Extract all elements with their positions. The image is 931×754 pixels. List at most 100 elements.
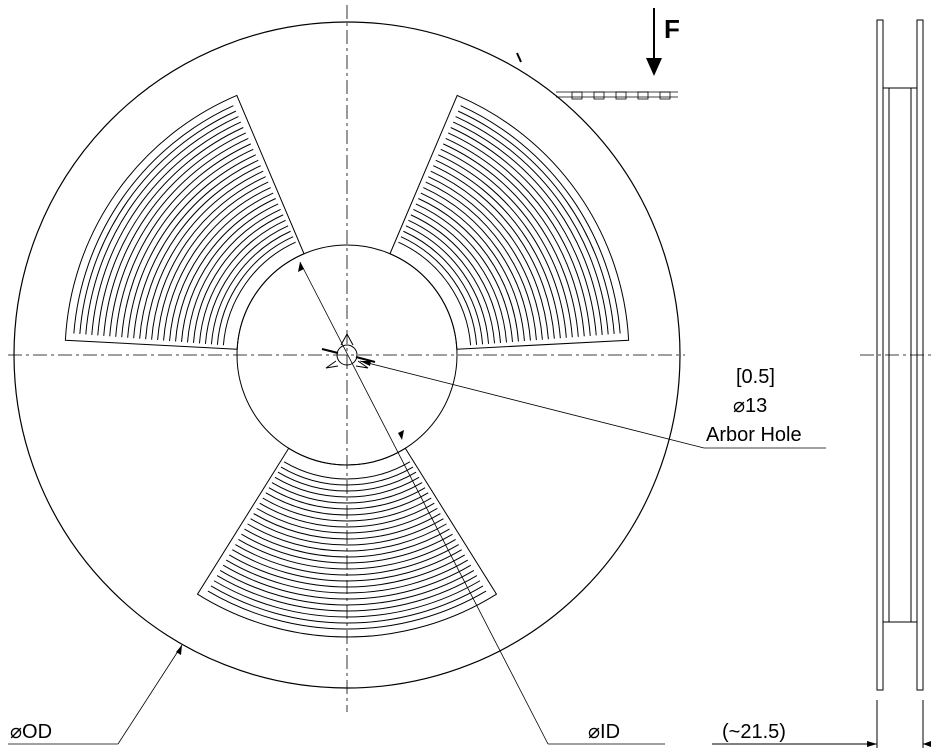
outer-diameter-label: ⌀OD	[10, 721, 52, 743]
id-dimension	[299, 261, 665, 745]
id-arrow-bottom	[398, 430, 404, 440]
window-rib-arc	[163, 187, 271, 341]
window-rib-arc	[232, 549, 462, 582]
window-rib-arc	[428, 176, 543, 340]
window-rib-arc	[85, 116, 239, 335]
arbor-arrow	[360, 361, 371, 366]
window-rib-arc	[91, 121, 242, 335]
window-rib-arc	[204, 225, 289, 344]
reel-windows	[64, 94, 630, 638]
window-outline	[196, 447, 498, 638]
window-rib-arc	[403, 230, 484, 345]
width-arrow-left	[867, 741, 877, 747]
window-rib-arc	[430, 170, 549, 340]
window-rib-arc	[413, 208, 508, 343]
window-rib-arc	[192, 214, 284, 343]
window-rib-arc	[418, 198, 519, 342]
window-rib-arc	[247, 523, 447, 552]
window-rib-arc	[410, 214, 502, 343]
window-rib-arc	[216, 236, 294, 345]
window-rib-arc	[274, 476, 420, 498]
window-rib-arc	[216, 575, 478, 612]
arbor-hole	[321, 332, 376, 369]
force-label: F	[664, 14, 680, 44]
window-rib-arc	[280, 466, 414, 486]
window-rib-arc	[447, 132, 591, 336]
window-rib-arc	[445, 137, 585, 337]
arbor-hole-label: Arbor Hole	[706, 424, 802, 446]
window-rib-arc	[181, 203, 279, 343]
od-dimension	[8, 644, 183, 745]
window-rib-arc	[121, 148, 254, 338]
window-rib-arc	[73, 105, 234, 334]
window-rib-arc	[210, 585, 484, 624]
window-rib-arc	[265, 492, 429, 516]
window-rib-arc	[457, 110, 615, 335]
window-rib-arc	[133, 159, 259, 339]
window-rib-arc	[253, 513, 441, 540]
carrier-tape	[516, 52, 678, 100]
window-rib-arc	[169, 192, 274, 342]
window-rib-arc	[398, 241, 472, 346]
window-rib-arc	[238, 538, 456, 570]
window-rib-arc	[250, 518, 444, 546]
window-rib-arc	[79, 110, 237, 335]
window-rib-arc	[103, 132, 247, 336]
window-rib-arc	[198, 219, 286, 344]
window-rib-arc	[415, 203, 513, 343]
window-rib-arc	[157, 181, 269, 341]
window-rib-arc	[222, 241, 296, 346]
window-rib-arc	[210, 230, 291, 345]
od-arrow	[176, 645, 182, 655]
window-rib-arc	[425, 181, 537, 341]
window-rib-arc	[228, 554, 466, 588]
window-rib-arc	[235, 544, 459, 576]
tolerance-label: [0.5]	[736, 366, 775, 388]
window-rib-arc	[268, 487, 426, 510]
width-label: (~21.5)	[722, 721, 786, 743]
window-rib-arc	[115, 143, 251, 337]
reel-outer-edge	[13, 21, 681, 689]
window-rib-arc	[225, 559, 469, 594]
width-arrow-right	[923, 741, 931, 747]
window-rib-arc	[97, 127, 244, 336]
window-rib-arc	[438, 154, 567, 338]
arbor-diameter-label: ⌀13	[733, 395, 767, 417]
window-rib-arc	[460, 105, 621, 334]
window-rib-arc	[271, 482, 423, 504]
window-rib-arc	[420, 192, 525, 342]
window-rib-arc	[244, 528, 450, 558]
window-rib-arc	[400, 236, 478, 345]
window-rib-arc	[452, 121, 603, 335]
window-rib-arc	[207, 590, 487, 630]
window-rib-arc	[423, 187, 531, 341]
window-rib-arc	[222, 564, 472, 600]
window-rib-arc	[145, 170, 264, 340]
window-rib-arc	[213, 580, 481, 618]
force-arrow	[646, 8, 662, 76]
window-rib-arc	[450, 127, 597, 336]
window-rib-arc	[455, 116, 609, 335]
window-rib-arc	[277, 471, 417, 492]
window-rib-arc	[256, 507, 438, 534]
window-rib-arc	[433, 165, 555, 339]
window-rib-arc	[241, 533, 453, 564]
window-rib-arc	[443, 143, 579, 337]
window-rib-arc	[405, 225, 490, 344]
id-arrow-top	[298, 262, 304, 272]
window-rib-arc	[175, 198, 276, 342]
arbor-leader	[359, 360, 826, 449]
window-rib-arc	[408, 219, 496, 344]
window-rib-arc	[139, 165, 261, 339]
window-rib-arc	[151, 176, 266, 340]
window-rib-arc	[283, 461, 411, 480]
window-rib-arc	[186, 208, 281, 343]
window-outline	[389, 94, 630, 350]
window-rib-arc	[262, 497, 432, 522]
window-rib-arc	[109, 137, 249, 337]
window-outline	[64, 94, 305, 350]
window-rib-arc	[259, 502, 435, 528]
window-rib-arc	[127, 154, 256, 338]
window-rib-arc	[435, 159, 561, 339]
